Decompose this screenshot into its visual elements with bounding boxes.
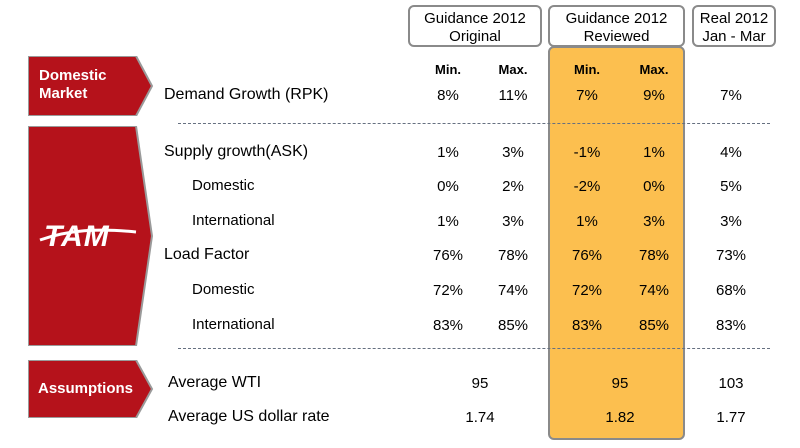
cell-orig-max: 3% xyxy=(502,144,524,161)
row-label: Domestic xyxy=(192,177,255,194)
row-label: International xyxy=(192,316,275,333)
domestic-market-line1: Domestic xyxy=(39,67,107,84)
cell-real: 4% xyxy=(720,144,742,161)
domestic-market-line2: Market xyxy=(39,85,88,102)
cell-orig-max: 74% xyxy=(497,282,529,299)
subheader-orig-min: Min. xyxy=(435,62,461,77)
header-line1: Guidance 2012 xyxy=(565,10,668,27)
row-label: Demand Growth (RPK) xyxy=(164,86,329,103)
header-line2: Original xyxy=(449,28,501,45)
cell-rev-max: 1% xyxy=(643,144,665,161)
cell-real: 7% xyxy=(720,87,742,104)
cell-orig: 95 xyxy=(471,375,489,392)
cell-orig-min: 1% xyxy=(437,144,459,161)
cell-rev: 1.82 xyxy=(605,409,635,426)
cell-real: 103 xyxy=(718,375,744,392)
header-line2: Jan - Mar xyxy=(702,28,766,45)
header-guidance-reviewed: Guidance 2012 Reviewed xyxy=(548,5,685,47)
separator-1 xyxy=(178,123,770,124)
assumptions-label: Assumptions xyxy=(38,380,134,397)
cell-orig-max: 11% xyxy=(498,87,528,104)
cell-orig-min: 0% xyxy=(437,178,459,195)
cell-rev-min: 76% xyxy=(571,247,603,264)
cell-orig: 1.74 xyxy=(465,409,495,426)
cell-real: 83% xyxy=(715,317,747,334)
cell-rev-min: 72% xyxy=(571,282,603,299)
subheader-rev-max: Max. xyxy=(639,62,669,77)
header-line1: Real 2012 xyxy=(699,10,769,27)
cell-real: 5% xyxy=(720,178,742,195)
cell-rev-min: 1% xyxy=(576,213,598,230)
cell-real: 73% xyxy=(715,247,747,264)
domestic-market-tag: Domestic Market xyxy=(28,56,154,116)
cell-rev-min: -1% xyxy=(573,144,601,161)
cell-orig-max: 78% xyxy=(497,247,529,264)
row-label: Domestic xyxy=(192,281,255,298)
cell-rev-min: -2% xyxy=(573,178,601,195)
row-label: Load Factor xyxy=(164,246,250,263)
cell-real: 3% xyxy=(720,213,742,230)
subheader-orig-max: Max. xyxy=(498,62,528,77)
cell-orig-min: 8% xyxy=(437,87,459,104)
reviewed-highlight-column xyxy=(548,46,685,440)
cell-orig-min: 83% xyxy=(432,317,464,334)
header-real: Real 2012 Jan - Mar xyxy=(692,5,776,47)
cell-rev-max: 3% xyxy=(643,213,665,230)
cell-orig-max: 3% xyxy=(502,213,524,230)
tam-logo-text: TAM xyxy=(44,220,110,253)
cell-rev-max: 0% xyxy=(643,178,665,195)
cell-rev-min: 7% xyxy=(576,87,598,104)
row-label: Supply growth(ASK) xyxy=(164,143,309,160)
cell-real: 68% xyxy=(715,282,747,299)
cell-orig-min: 72% xyxy=(432,282,464,299)
assumptions-tag: Assumptions xyxy=(28,360,154,418)
cell-real: 1.77 xyxy=(716,409,746,426)
separator-2 xyxy=(178,348,770,349)
cell-rev-max: 74% xyxy=(638,282,670,299)
header-guidance-original: Guidance 2012 Original xyxy=(408,5,542,47)
cell-rev-max: 9% xyxy=(643,87,665,104)
cell-orig-min: 1% xyxy=(437,213,459,230)
row-label: Average WTI xyxy=(168,374,262,391)
cell-orig-min: 76% xyxy=(432,247,464,264)
tam-swoosh-icon xyxy=(39,228,137,242)
tam-logo: TAM xyxy=(38,216,138,256)
header-line2: Reviewed xyxy=(583,28,650,45)
row-label: International xyxy=(192,212,275,229)
cell-rev: 95 xyxy=(611,375,629,392)
tam-tag: TAM xyxy=(28,126,154,346)
cell-orig-max: 85% xyxy=(497,317,529,334)
cell-rev-min: 83% xyxy=(571,317,603,334)
cell-rev-max: 85% xyxy=(638,317,670,334)
row-label: Average US dollar rate xyxy=(168,408,330,425)
cell-orig-max: 2% xyxy=(502,178,524,195)
header-line1: Guidance 2012 xyxy=(424,10,526,27)
subheader-rev-min: Min. xyxy=(574,62,600,77)
cell-rev-max: 78% xyxy=(638,247,670,264)
